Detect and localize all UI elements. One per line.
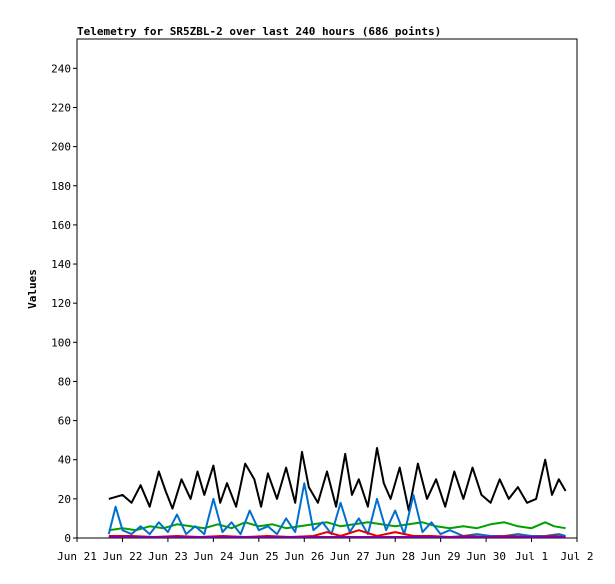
y-tick-label: 80	[58, 375, 71, 388]
y-tick-label: 40	[58, 454, 71, 467]
series-line-0	[108, 447, 567, 512]
y-tick-label: 60	[58, 415, 71, 428]
x-tick-label: Jun 28	[375, 550, 415, 563]
x-tick-label: Jun 23	[148, 550, 188, 563]
y-tick-label: 220	[51, 101, 71, 114]
x-tick-label: Jun 21	[57, 550, 97, 563]
x-tick-label: Jun 27	[330, 550, 370, 563]
series-group	[107, 447, 567, 538]
y-tick-label: 100	[51, 336, 71, 349]
x-tick-label: Jun 30	[466, 550, 506, 563]
x-tick-label: Jun 29	[421, 550, 461, 563]
x-tick-label: Jul 2	[560, 550, 593, 563]
series-line-3	[108, 529, 566, 538]
x-tick-label: Jun 22	[103, 550, 143, 563]
x-tick-label: Jun 24	[193, 550, 233, 563]
y-tick-label: 200	[51, 141, 71, 154]
x-tick-label: Jun 26	[284, 550, 324, 563]
y-tick-label: 20	[58, 493, 71, 506]
plot-frame	[76, 38, 578, 539]
chart-title: Telemetry for SR5ZBL-2 over last 240 hou…	[77, 25, 441, 38]
x-tick-label: Jul 1	[515, 550, 548, 563]
y-tick-label: 140	[51, 258, 71, 271]
series-line-1	[108, 521, 566, 532]
y-axis-label: Values	[26, 269, 39, 309]
y-tick-label: 0	[64, 532, 71, 545]
y-tick-label: 160	[51, 219, 71, 232]
y-tick-label: 180	[51, 180, 71, 193]
y-tick-label: 240	[51, 62, 71, 75]
y-tick-label: 120	[51, 297, 71, 310]
x-axis: Jun 21 Jun 22 Jun 23 Jun 24 Jun 25 Jun 26 Jun …	[57, 538, 594, 563]
y-axis: 0 20 40 60 80 100 120 140 160 180 200 220 240	[51, 62, 77, 545]
x-tick-label: Jun 25	[239, 550, 279, 563]
